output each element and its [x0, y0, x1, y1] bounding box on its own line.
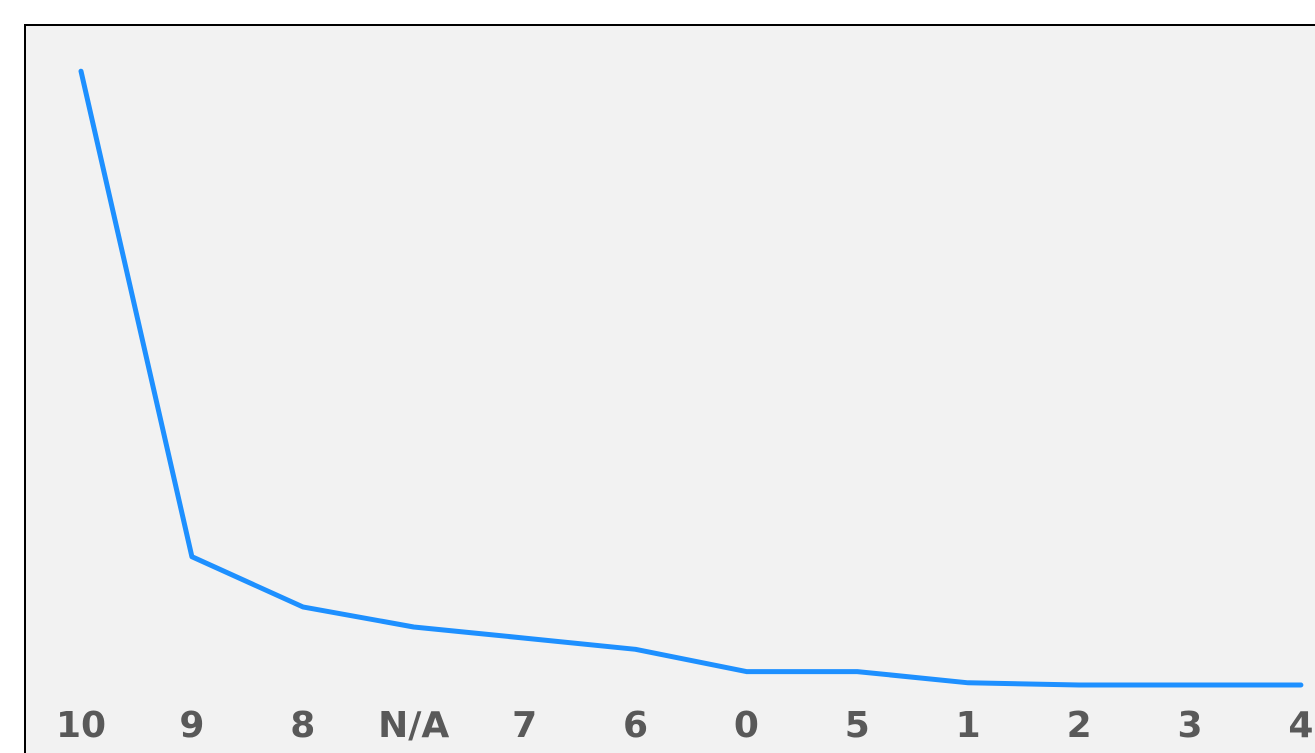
x-tick-label: N/A	[378, 705, 449, 746]
x-tick-label: 1	[956, 705, 981, 746]
x-tick-label: 6	[623, 705, 648, 746]
series-layer	[78, 68, 1304, 688]
x-tick-label: 4	[1288, 705, 1313, 746]
x-tick-label: 3	[1177, 705, 1202, 746]
series-line	[78, 68, 1304, 688]
x-tick-label: 9	[179, 705, 204, 746]
x-tick-label: 5	[845, 705, 870, 746]
chart-area	[24, 24, 1315, 753]
x-tick-label: 2	[1067, 705, 1092, 746]
x-tick-label: 10	[56, 705, 106, 746]
x-tick-label: 7	[512, 705, 537, 746]
x-tick-label: 8	[290, 705, 315, 746]
x-axis-tick-labels: 10 9 8 N/A 7 6 0 5 1 2 3 4	[56, 705, 1313, 746]
x-tick-label: 0	[734, 705, 759, 746]
